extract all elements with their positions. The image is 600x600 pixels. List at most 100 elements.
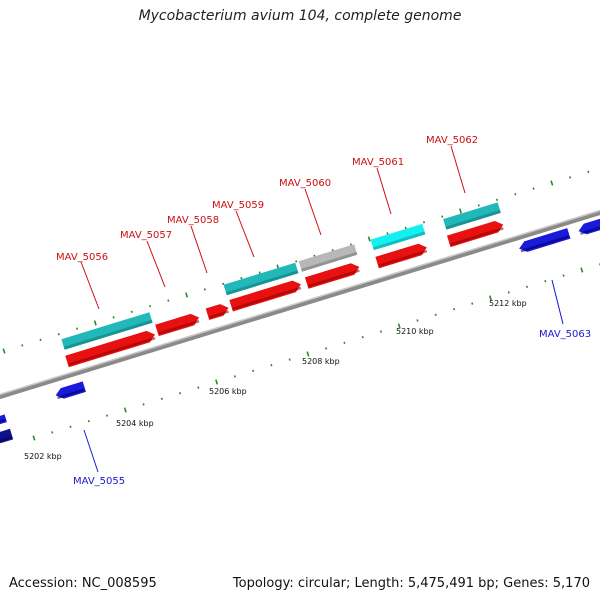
cds-mav-5061 (375, 243, 428, 269)
inner-tick (197, 386, 200, 389)
leader-line (146, 240, 166, 288)
inner-tick (397, 323, 401, 329)
inner-tick (179, 392, 182, 395)
inner-tick (105, 414, 109, 417)
leader-line (551, 279, 564, 325)
outer-tick (203, 288, 206, 291)
gene-bar-mav-5060-body (298, 244, 358, 272)
cds-mav-5056-shade (68, 336, 156, 366)
inner-tick (562, 274, 565, 277)
inner-tick (343, 341, 346, 344)
inner-tick (270, 364, 273, 367)
cds-mav-5063-body (519, 228, 571, 252)
cds-mav-5056 (65, 330, 156, 368)
cds-mav-5055 (55, 381, 86, 400)
outer-tick (222, 282, 225, 285)
outer-tick (295, 260, 298, 263)
cds-mav-5062 (446, 220, 504, 248)
outer-tick (550, 180, 554, 186)
accession-text: Accession: NC_008595 (9, 576, 157, 591)
outer-tick (112, 316, 115, 319)
cds-mav-5063-shade (520, 235, 570, 253)
outer-tick (130, 310, 133, 313)
outer-tick (569, 176, 572, 179)
gene-label: MAV_5058 (167, 215, 219, 226)
outer-tick (167, 299, 170, 302)
outer-tick (477, 204, 480, 207)
cds-mav-5054-partial (0, 428, 14, 444)
leader-line (235, 210, 255, 258)
outer-tick (367, 236, 371, 242)
scale-label-layer: 5202 kbp 5204 kbp 5206 kbp 5208 kbp 5210 kbp… (24, 299, 527, 461)
inner-tick (525, 285, 529, 288)
outer-tick (386, 232, 389, 235)
inner-tick (32, 435, 36, 441)
inner-tick (325, 347, 328, 350)
outer-tick (185, 292, 189, 298)
outer-tick (149, 305, 152, 308)
cds-mav-5062-shade (450, 227, 504, 246)
outer-tick (57, 333, 60, 336)
cds-mav-5055-shade (57, 388, 85, 400)
inner-tick (215, 379, 219, 385)
cds-mav-5055-body (55, 381, 86, 399)
cds-mav-5060-shade (308, 269, 360, 288)
inner-tick (507, 291, 510, 294)
inner-tick (452, 308, 456, 311)
inner-tick (51, 431, 54, 434)
cds-mav-5059-shade (232, 286, 302, 310)
inner-tick (123, 407, 127, 413)
gene-label: MAV_5056 (56, 252, 108, 263)
inner-tick (142, 403, 145, 406)
inner-tick (434, 313, 437, 316)
cds-mav-5059 (229, 280, 302, 312)
outer-tick (75, 327, 79, 330)
cds-mav-5057-shade (158, 319, 200, 335)
gene-bar-mav-5059 (223, 262, 299, 296)
outer-tick (532, 187, 535, 190)
cds-mav-5057 (155, 313, 200, 337)
cds-mav-5054-partial-shade (0, 436, 12, 444)
outer-tick (2, 348, 6, 354)
scale-label: 5212 kbp (489, 299, 527, 308)
outer-tick (422, 221, 426, 224)
scale-label: 5208 kbp (302, 357, 340, 366)
cds-mav-5054b-partial-shade (0, 418, 6, 425)
gene-label: MAV_5057 (120, 230, 172, 241)
leader-line (304, 188, 322, 236)
scale-label: 5206 kbp (209, 387, 247, 396)
outer-tick (514, 193, 517, 196)
gene-bar-mav-5060-shade (301, 251, 358, 272)
inner-tick (379, 330, 383, 333)
cds-mav-5058-shade (209, 310, 229, 319)
inner-tick (580, 267, 584, 273)
gene-bar-mav-5056-body (61, 312, 153, 350)
gene-bar-mav-5062-body (443, 202, 501, 230)
scale-label: 5202 kbp (24, 452, 62, 461)
inner-tick (288, 358, 291, 361)
gene-label: MAV_5062 (426, 135, 478, 146)
outer-tick (441, 215, 444, 218)
feature-layer (0, 202, 600, 444)
cds-mav-5060 (304, 263, 360, 289)
inner-tick (489, 295, 493, 301)
leader-line (376, 167, 392, 215)
outer-tick (459, 208, 463, 214)
gene-label: MAV_5061 (352, 157, 404, 168)
scale-label: 5204 kbp (116, 419, 154, 428)
backbone-highlight (0, 209, 600, 396)
cds-mav-5054b-partial (0, 414, 7, 425)
gene-label: MAV_5059 (212, 200, 264, 211)
gene-label: MAV_5063 (539, 329, 591, 340)
gene-bar-mav-5056 (61, 312, 153, 350)
outer-tick (258, 271, 261, 274)
cds-mav-5063 (519, 228, 571, 253)
leader-line (83, 429, 99, 473)
gene-bar-mav-5060 (298, 244, 358, 272)
inner-tick (160, 397, 163, 400)
inner-tick (416, 319, 419, 322)
scale-label: 5210 kbp (396, 327, 434, 336)
cds-mav-5058 (205, 304, 229, 320)
leader-line (190, 225, 208, 274)
